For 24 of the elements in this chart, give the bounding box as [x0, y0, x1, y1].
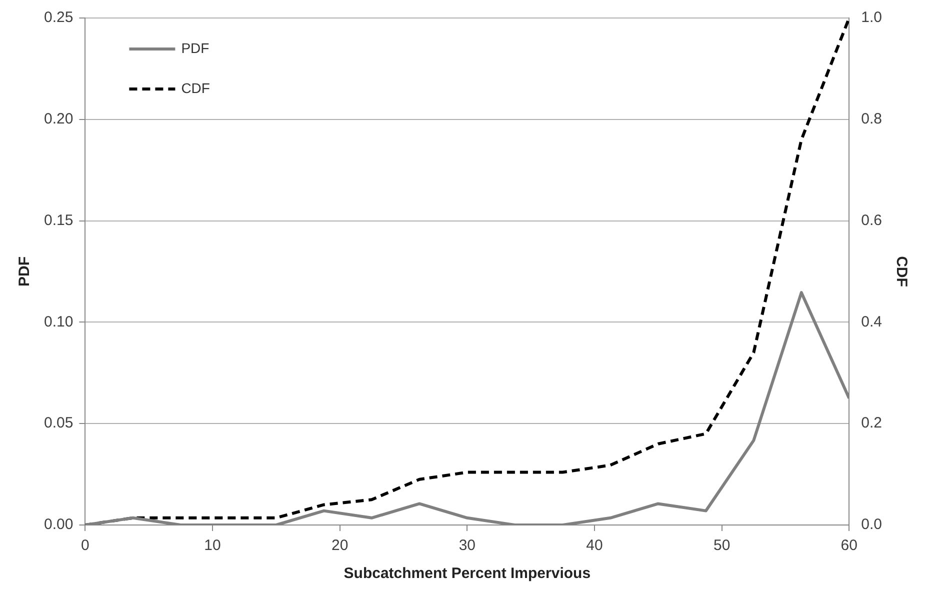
y2-axis-title: CDF — [892, 256, 910, 287]
x-tick-label: 40 — [586, 537, 603, 554]
y2-tick-label: 0.6 — [861, 212, 882, 229]
x-tick-label: 60 — [840, 537, 858, 554]
y-axis-title: PDF — [16, 256, 34, 286]
y2-tick-label: 0.0 — [861, 516, 882, 534]
x-tick-label: 30 — [458, 537, 476, 554]
y2-tick-label: 0.4 — [861, 313, 882, 330]
x-tick-label: 10 — [204, 537, 221, 554]
y-tick-label: 0.20 — [44, 110, 74, 128]
y-tick-label: 0.15 — [44, 212, 74, 229]
y-tick-label: 0.10 — [44, 313, 74, 330]
y-tick-label: 0.00 — [44, 516, 74, 534]
x-tick-label: 50 — [713, 537, 730, 554]
y-tick-label: 0.05 — [44, 414, 74, 432]
x-axis-title: Subcatchment Percent Impervious — [344, 565, 591, 582]
y2-tick-label: 1.0 — [861, 9, 882, 26]
legend-label: CDF — [181, 80, 210, 96]
y2-tick-label: 0.2 — [861, 414, 882, 432]
legend-label: PDF — [181, 40, 210, 56]
x-tick-label: 0 — [81, 537, 90, 554]
y-tick-label: 0.25 — [44, 9, 74, 26]
y2-tick-label: 0.8 — [861, 110, 882, 128]
x-tick-label: 20 — [332, 537, 348, 554]
